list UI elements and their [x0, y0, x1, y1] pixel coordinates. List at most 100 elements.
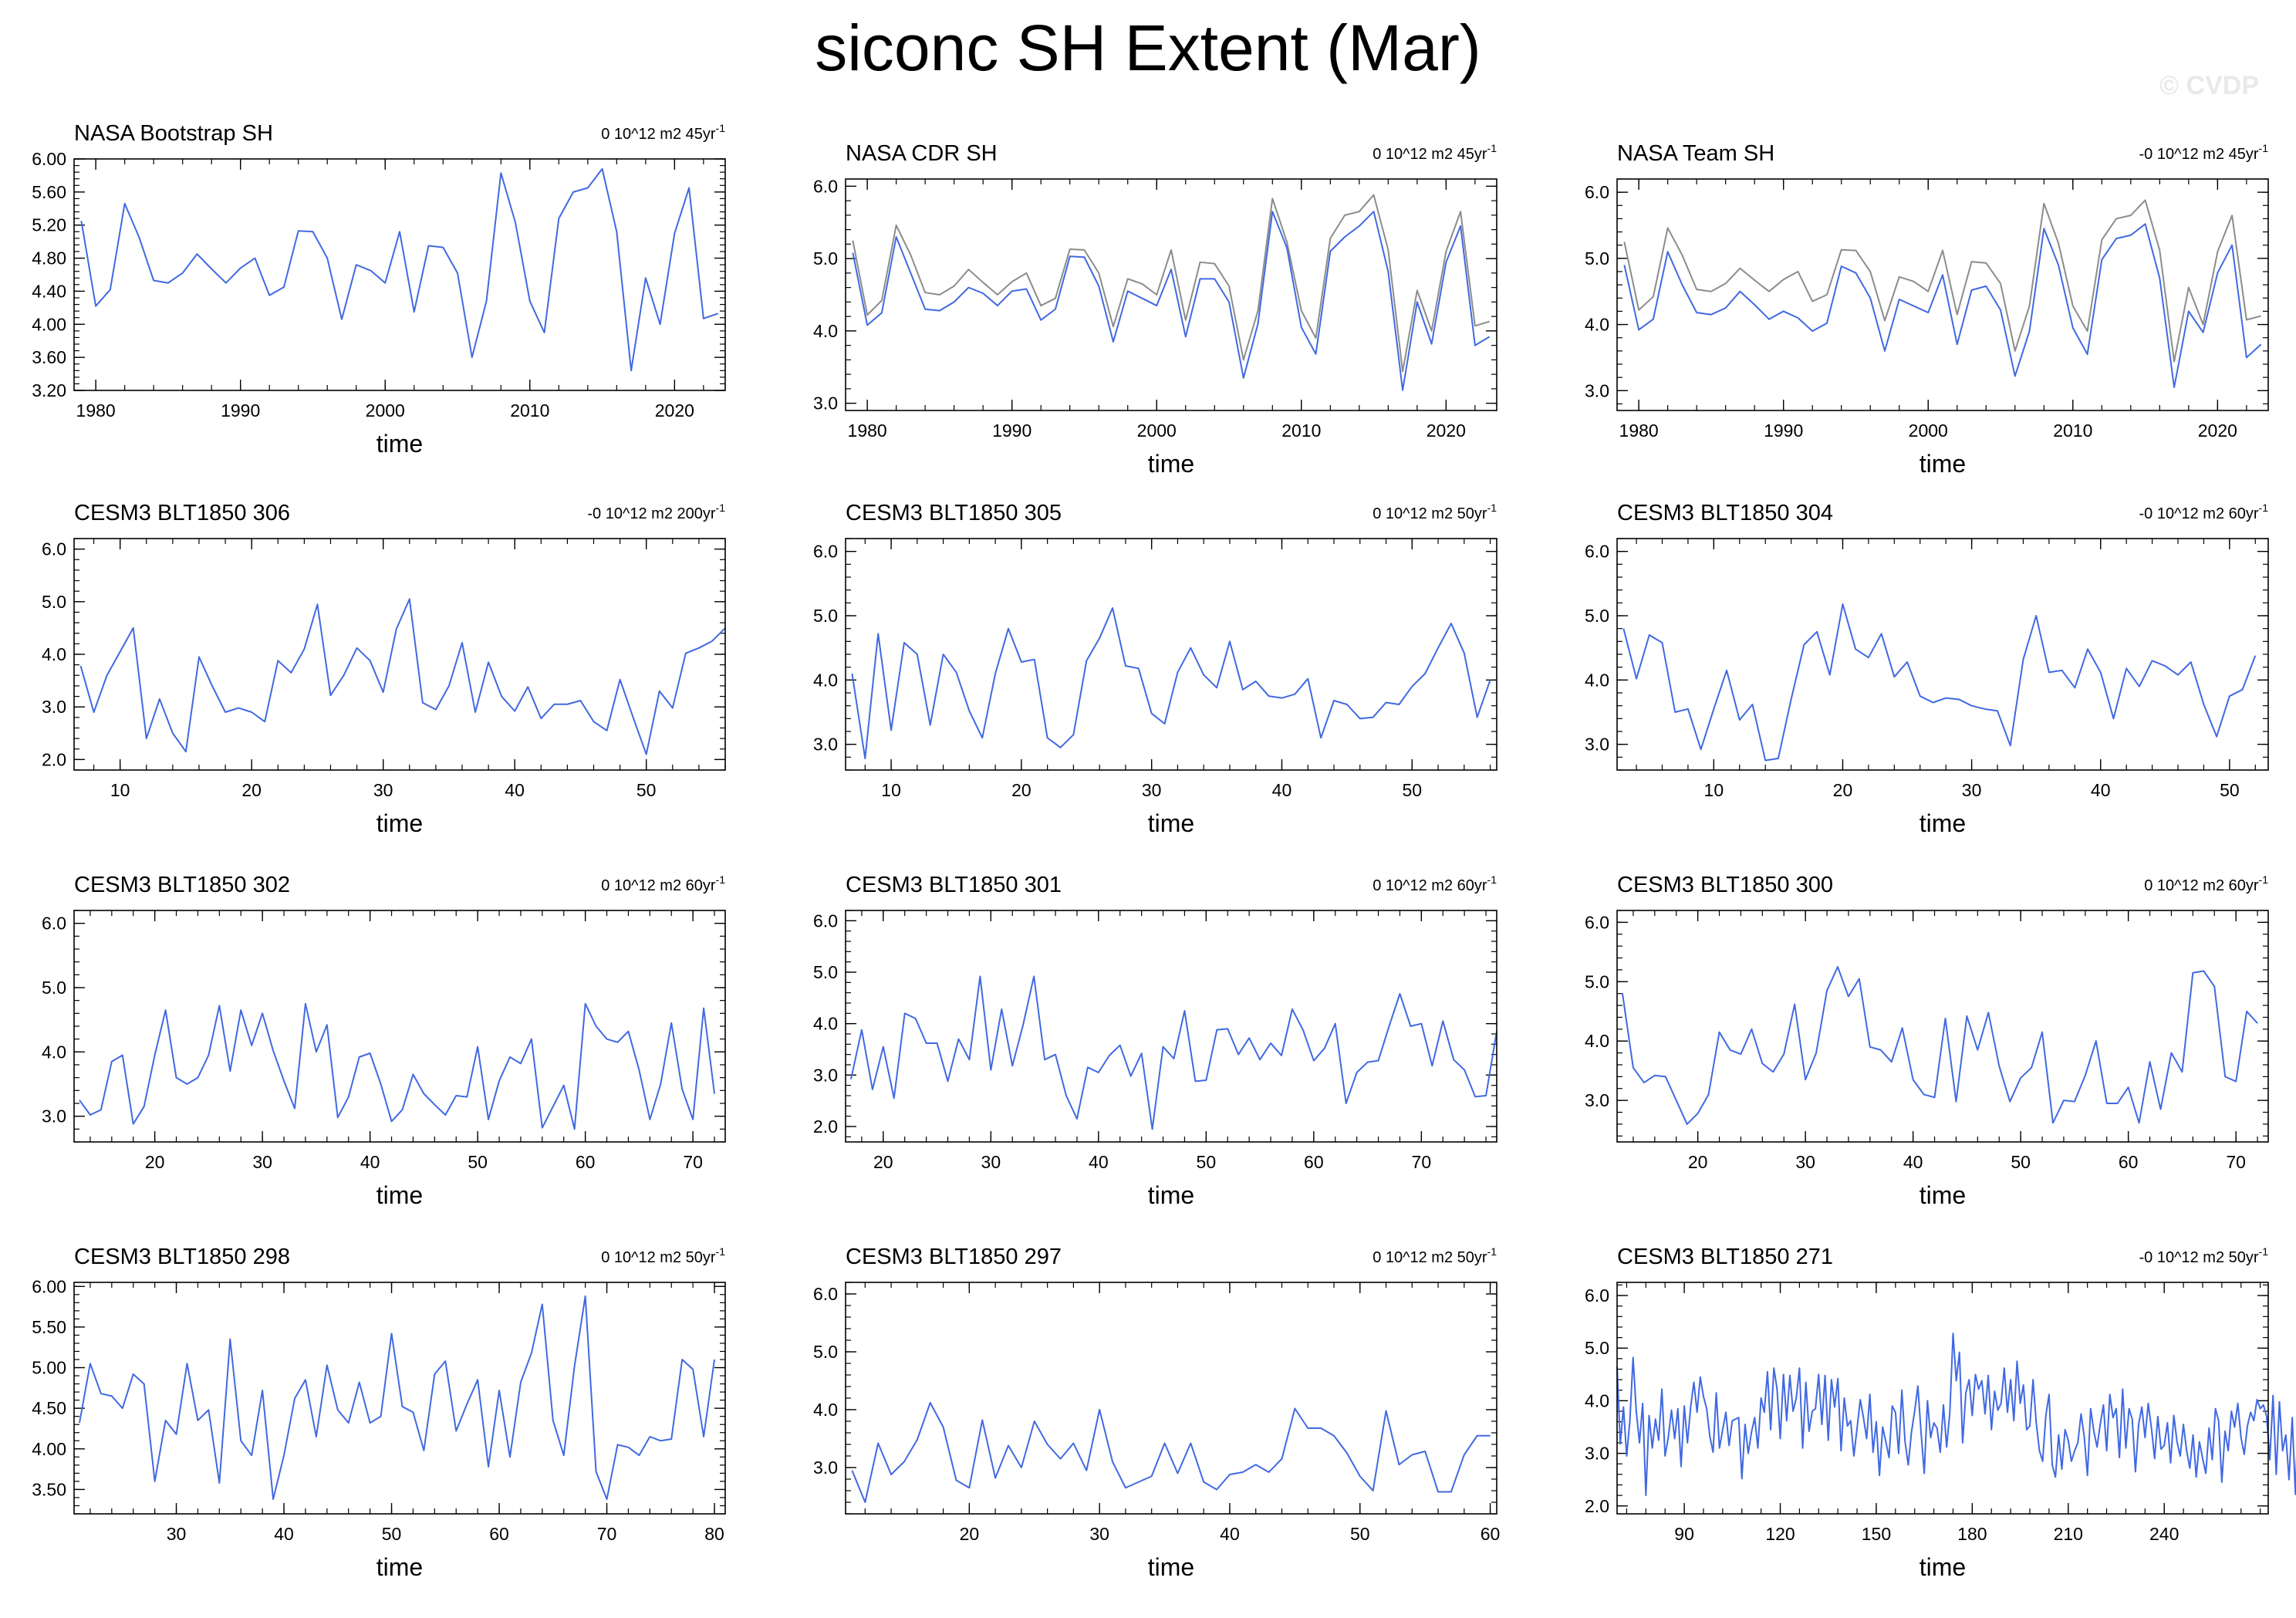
- trend-label: 0 10^12 m2 50yr-1: [601, 1245, 725, 1266]
- trend-label: 0 10^12 m2 50yr-1: [1373, 502, 1497, 522]
- y-tick-label: 5.0: [1585, 971, 1609, 991]
- x-axis-label: time: [1920, 450, 1966, 478]
- trend-label: 0 10^12 m2 45yr-1: [601, 122, 725, 143]
- y-tick-label: 4.0: [1585, 315, 1609, 335]
- plot-frame: [73, 538, 726, 771]
- trend-label: 0 10^12 m2 45yr-1: [1373, 142, 1497, 163]
- x-tick-label: 30: [167, 1524, 187, 1544]
- chart-panel-6: CESM3 BLT1850 304 -0 10^12 m2 60yr-1 3.0 4.…: [1585, 501, 2269, 837]
- x-tick-label: 10: [110, 780, 130, 800]
- x-axis-label: time: [376, 1181, 423, 1209]
- y-tick-label: 4.00: [32, 314, 66, 334]
- x-axis-label: time: [376, 1553, 423, 1581]
- panel-title: NASA CDR SH: [846, 141, 998, 166]
- x-tick-label: 180: [1957, 1524, 1987, 1544]
- x-tick-label: 60: [2119, 1152, 2139, 1172]
- y-tick-label: 6.00: [32, 149, 66, 169]
- y-tick-label: 4.0: [42, 644, 66, 664]
- trend-label: 0 10^12 m2 60yr-1: [2144, 873, 2268, 894]
- x-tick-label: 30: [373, 780, 393, 800]
- chart-panel-9: CESM3 BLT1850 300 0 10^12 m2 60yr-1 3.0 4.0…: [1585, 873, 2269, 1209]
- trend-label: 0 10^12 m2 50yr-1: [1373, 1245, 1497, 1266]
- y-tick-label: 3.0: [1585, 1090, 1609, 1110]
- x-tick-label: 50: [1197, 1152, 1217, 1172]
- x-tick-label: 20: [241, 780, 262, 800]
- x-tick-label: 2000: [366, 400, 405, 421]
- trend-label: 0 10^12 m2 60yr-1: [601, 873, 725, 894]
- plot-frame: [1616, 1282, 2269, 1515]
- y-tick-label: 4.0: [42, 1042, 66, 1062]
- x-tick-label: 50: [2220, 780, 2240, 800]
- x-axis-label: time: [1148, 1181, 1194, 1209]
- y-tick-label: 6.0: [1585, 182, 1609, 202]
- y-tick-label: 3.20: [32, 380, 66, 400]
- plot-frame: [845, 1282, 1497, 1515]
- panel-title: CESM3 BLT1850 297: [846, 1245, 1062, 1269]
- x-tick-label: 60: [489, 1524, 509, 1544]
- chart-panel-1: NASA Bootstrap SH 0 10^12 m2 45yr-1 3.20 3.…: [32, 121, 726, 458]
- panel-title: CESM3 BLT1850 304: [1617, 501, 1833, 525]
- x-tick-label: 70: [683, 1152, 703, 1172]
- y-tick-label: 2.0: [813, 1116, 838, 1137]
- x-axis-label: time: [1920, 1181, 1966, 1209]
- x-tick-label: 60: [576, 1152, 596, 1172]
- series-line-model: [79, 1002, 716, 1130]
- chart-panel-4: CESM3 BLT1850 306 -0 10^12 m2 200yr-1 2.0 3…: [42, 501, 726, 837]
- y-tick-label: 4.0: [813, 1400, 838, 1420]
- watermark: © CVDP: [2159, 71, 2259, 100]
- trend-label: -0 10^12 m2 45yr-1: [2139, 142, 2269, 163]
- chart-panel-8: CESM3 BLT1850 301 0 10^12 m2 60yr-1 2.0 3.0…: [813, 873, 1497, 1209]
- y-tick-label: 5.0: [813, 248, 838, 269]
- x-tick-label: 2020: [2198, 421, 2237, 441]
- y-tick-label: 4.0: [813, 670, 838, 690]
- series-line-model: [1621, 966, 2258, 1125]
- x-tick-label: 240: [2149, 1524, 2179, 1544]
- y-tick-label: 6.0: [1585, 912, 1609, 932]
- x-tick-label: 60: [1481, 1524, 1501, 1544]
- y-tick-label: 5.0: [42, 592, 66, 612]
- x-tick-label: 1980: [1619, 421, 1659, 441]
- x-axis-label: time: [1148, 450, 1194, 478]
- y-tick-label: 6.0: [813, 542, 838, 562]
- x-tick-label: 20: [1011, 780, 1032, 800]
- x-tick-label: 150: [1862, 1524, 1891, 1544]
- chart-panel-12: CESM3 BLT1850 271 -0 10^12 m2 50yr-1 2.0 3.…: [1585, 1245, 2296, 1581]
- series-line-model: [80, 167, 718, 372]
- y-tick-label: 3.0: [1585, 380, 1609, 400]
- series-line-model: [1622, 603, 2257, 762]
- y-tick-label: 6.0: [1585, 542, 1609, 562]
- y-tick-label: 4.80: [32, 248, 66, 269]
- y-tick-label: 2.0: [1585, 1496, 1609, 1516]
- panel-title: CESM3 BLT1850 300: [1617, 873, 1833, 897]
- y-tick-label: 6.0: [813, 910, 838, 931]
- y-tick-label: 4.0: [1585, 1390, 1609, 1410]
- y-tick-label: 3.0: [42, 697, 66, 717]
- y-tick-label: 3.0: [813, 394, 838, 414]
- y-tick-label: 2.0: [42, 749, 66, 769]
- x-axis-label: time: [1920, 1553, 1966, 1581]
- x-tick-label: 20: [960, 1524, 980, 1544]
- y-tick-label: 4.0: [1585, 670, 1609, 690]
- y-tick-label: 3.0: [1585, 1444, 1609, 1464]
- y-tick-label: 3.0: [42, 1106, 66, 1127]
- series-line-obs: [852, 194, 1490, 373]
- x-axis-label: time: [1148, 809, 1194, 837]
- chart-panel-10: CESM3 BLT1850 298 0 10^12 m2 50yr-1 3.50 4.…: [32, 1245, 726, 1581]
- series-line-model: [851, 1402, 1491, 1503]
- y-tick-label: 6.0: [813, 1284, 838, 1304]
- x-tick-label: 50: [382, 1524, 402, 1544]
- series-line-model: [852, 211, 1491, 391]
- x-tick-label: 2010: [510, 400, 549, 421]
- chart-panel-7: CESM3 BLT1850 302 0 10^12 m2 60yr-1 3.0 4.0…: [42, 873, 726, 1209]
- series-line-model: [851, 607, 1491, 759]
- y-tick-label: 4.50: [32, 1398, 66, 1418]
- plot-frame: [845, 910, 1497, 1143]
- x-tick-label: 30: [1962, 780, 1982, 800]
- x-tick-label: 2020: [1427, 421, 1466, 441]
- series-line-model: [850, 975, 1497, 1130]
- x-tick-label: 120: [1765, 1524, 1795, 1544]
- x-tick-label: 40: [1903, 1152, 1923, 1172]
- x-tick-label: 1980: [848, 421, 887, 441]
- x-axis-label: time: [376, 430, 423, 458]
